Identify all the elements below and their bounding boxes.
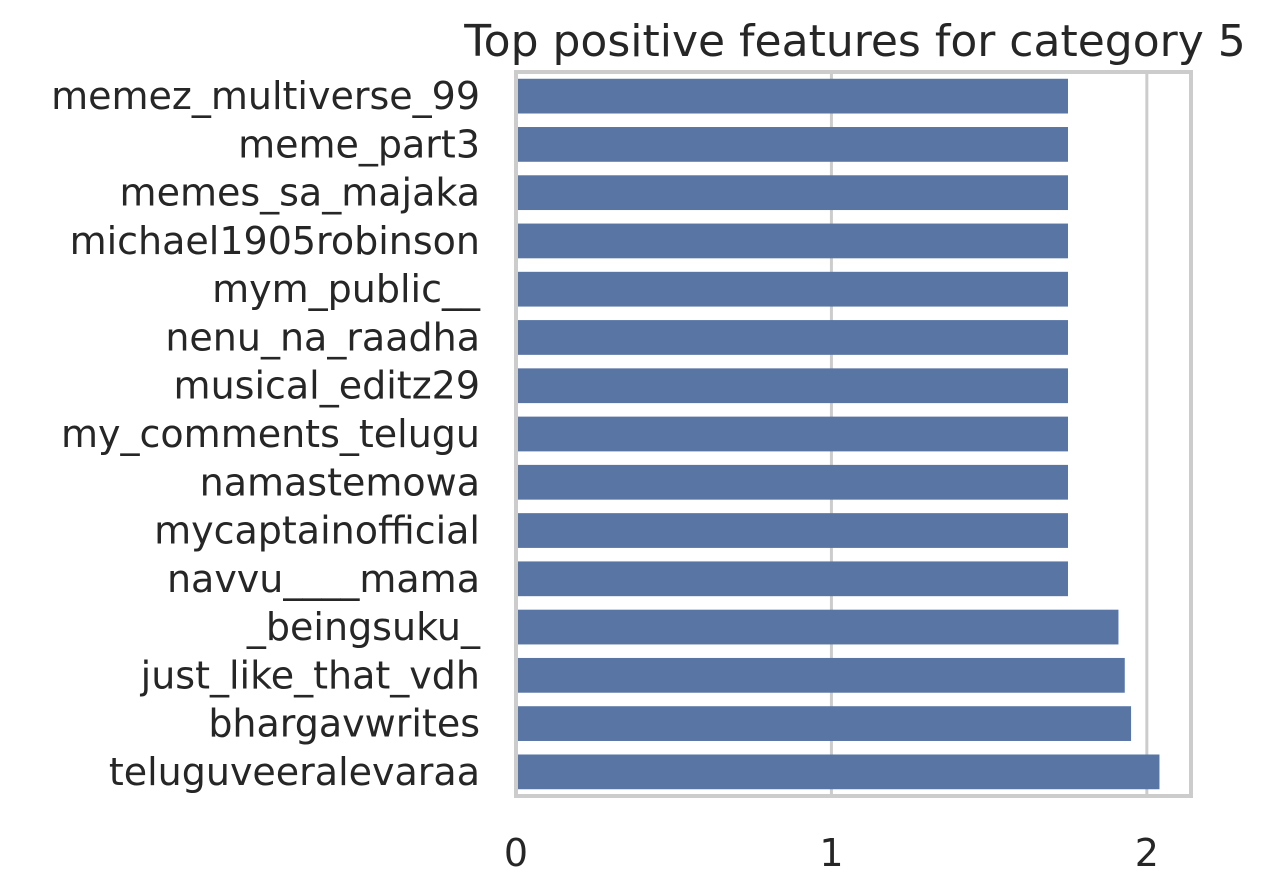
bar: [516, 368, 1068, 404]
bar: [516, 657, 1125, 693]
category-label: teluguveeralevaraa: [109, 750, 480, 794]
bar: [516, 127, 1068, 162]
bar: [516, 561, 1068, 597]
bars: [516, 78, 1160, 790]
category-label: just_like_that_vdh: [140, 653, 480, 697]
category-label: namastemowa: [200, 460, 480, 504]
x-tick-label: 1: [819, 831, 843, 875]
category-label: nenu_na_raadha: [165, 315, 480, 359]
plot-frame: [514, 70, 1193, 798]
x-tick-labels: 0 1 2: [504, 831, 1159, 875]
bar: [516, 609, 1119, 645]
category-label: michael1905robinson: [70, 219, 480, 263]
bar: [516, 223, 1068, 259]
bar: [516, 754, 1160, 790]
category-label: memez_multiverse_99: [51, 74, 480, 118]
category-label: _beingsuku_: [246, 605, 481, 649]
category-label: my_comments_telugu: [61, 412, 480, 456]
bar: [516, 320, 1068, 355]
category-label: memes_sa_majaka: [120, 171, 480, 215]
bar: [516, 706, 1132, 741]
bar: [516, 271, 1068, 307]
chart-title: Top positive features for category 5: [463, 16, 1246, 67]
x-tick-label: 0: [504, 831, 528, 875]
category-label: mycaptainofficial: [154, 509, 480, 553]
bar: [516, 175, 1068, 211]
x-tick-label: 2: [1135, 831, 1159, 875]
bar: [516, 416, 1068, 452]
category-label: musical_editz29: [174, 364, 480, 408]
category-label: mym_public__: [212, 267, 481, 311]
bar: [516, 464, 1068, 500]
bar: [516, 78, 1068, 114]
category-label: meme_part3: [238, 122, 480, 166]
bar: [516, 513, 1068, 548]
category-label: bhargavwrites: [208, 702, 480, 746]
category-label: navvu____mama: [167, 557, 480, 601]
